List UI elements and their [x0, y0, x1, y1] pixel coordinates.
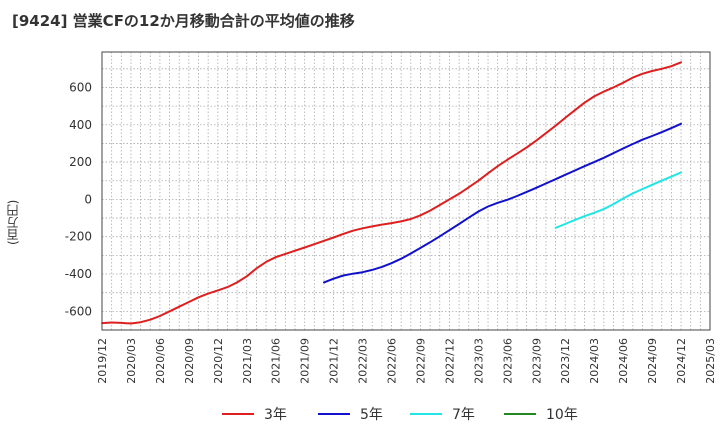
y-tick-label: -400 [65, 267, 92, 281]
legend-label-3: 7年 [452, 407, 475, 423]
y-tick-label: 0 [84, 192, 92, 206]
chart-title: [9424] 営業CFの12か月移動合計の平均値の推移 [12, 12, 355, 30]
x-tick-label: 2023/09 [530, 338, 543, 384]
x-tick-label: 2021/09 [299, 338, 312, 384]
x-tick-label: 2023/03 [472, 338, 485, 384]
series-line-1 [101, 61, 682, 325]
x-tick-label: 2022/09 [414, 338, 427, 384]
x-tick-label: 2024/03 [588, 338, 601, 384]
x-tick-label: 2025/03 [704, 338, 717, 384]
x-tick-label: 2023/12 [559, 338, 572, 384]
x-tick-label: 2024/06 [617, 338, 630, 384]
x-tick-label: 2021/06 [270, 338, 283, 384]
y-tick-label: 200 [69, 155, 92, 169]
x-tick-label: 2022/03 [357, 338, 370, 384]
x-tick-label: 2020/06 [154, 338, 167, 384]
x-tick-label: 2022/06 [386, 338, 399, 384]
legend-label-4: 10年 [546, 407, 578, 423]
x-tick-label: 2023/06 [501, 338, 514, 384]
x-tick-label: 2021/03 [241, 338, 254, 384]
legend-label-1: 3年 [264, 407, 287, 423]
x-tick-label: 2020/03 [125, 338, 138, 384]
x-tick-label: 2020/09 [183, 338, 196, 384]
y-tick-label: 600 [69, 80, 92, 94]
legend-label-2: 5年 [360, 407, 383, 423]
x-tick-label: 2024/12 [675, 338, 688, 384]
x-tick-label: 2024/09 [646, 338, 659, 384]
series-line-3 [554, 171, 682, 229]
y-tick-label: -200 [65, 230, 92, 244]
x-tick-label: 2019/12 [96, 338, 109, 384]
y-tick-label: 400 [69, 118, 92, 132]
x-tick-label: 2020/12 [212, 338, 225, 384]
x-tick-label: 2021/12 [328, 338, 341, 384]
y-tick-label: -600 [65, 304, 92, 318]
plot-border [101, 51, 711, 331]
y-axis-label: (百万円) [6, 199, 20, 245]
plot-area [102, 52, 710, 330]
series-line-2 [323, 122, 682, 284]
x-tick-label: 2022/12 [443, 338, 456, 384]
